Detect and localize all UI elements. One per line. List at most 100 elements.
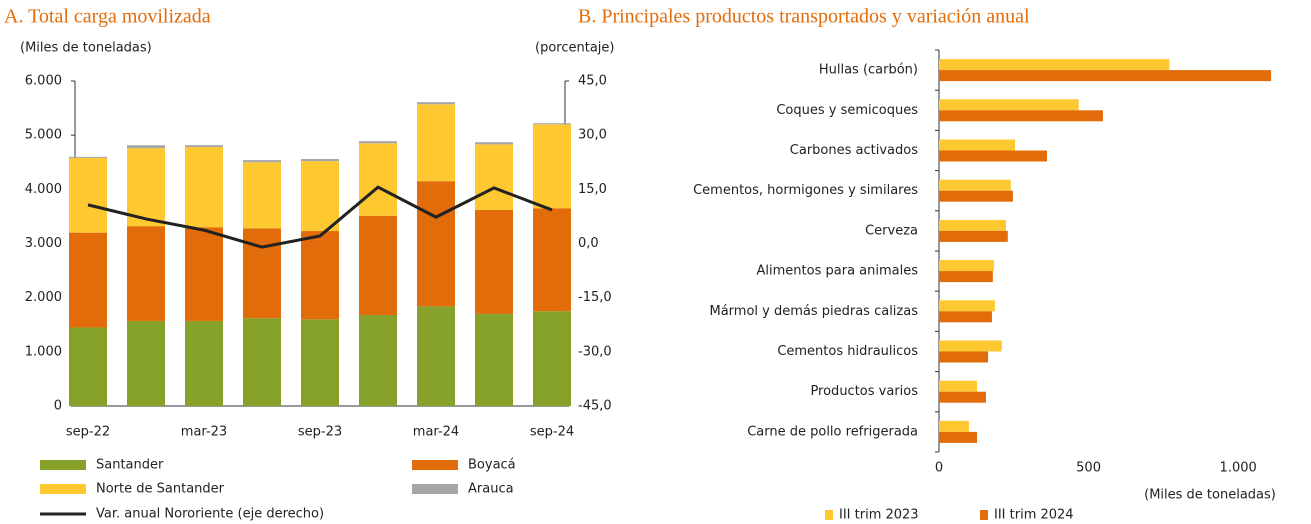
legend-label: III trim 2023: [839, 508, 919, 523]
bar: [939, 420, 969, 432]
y-tick-label: 6.000: [25, 74, 62, 89]
chart-title: B. Principales productos transportados y…: [578, 6, 1030, 28]
x-tick-label: mar-24: [413, 425, 459, 440]
bar: [939, 110, 1103, 122]
bar-segment: [417, 104, 455, 182]
y-tick-label: Cementos hidraulicos: [777, 344, 918, 359]
bar: [939, 179, 1011, 191]
y2-axis-label: (porcentaje): [535, 41, 614, 56]
legend-swatch: [40, 460, 86, 470]
legend-swatch: [40, 484, 86, 494]
x-tick-label: sep-22: [66, 425, 110, 440]
x-axis-label: (Miles de toneladas): [1144, 488, 1276, 503]
bar-segment: [475, 313, 513, 406]
bar-segment: [69, 157, 107, 233]
legend-label: Var. anual Nororiente (eje derecho): [96, 507, 324, 522]
bar-segment: [475, 144, 513, 210]
y-tick-label: Alimentos para animales: [757, 264, 919, 279]
bar-segment: [533, 123, 571, 125]
legend-swatch: [412, 460, 458, 470]
bar: [939, 271, 993, 283]
bar-segment: [359, 215, 397, 315]
bar-segment: [69, 327, 107, 406]
bar-segment: [533, 124, 571, 209]
y2-tick-label: 30,0: [578, 128, 607, 143]
bar-segment: [243, 318, 281, 406]
bar-segment: [475, 209, 513, 314]
bar-segment: [127, 145, 165, 149]
legend-swatch: [412, 484, 458, 494]
legend-label: Norte de Santander: [96, 482, 225, 497]
y-tick-label: 2.000: [25, 290, 62, 305]
bar: [939, 99, 1079, 111]
y2-tick-label: -15,0: [578, 290, 612, 305]
bar-segment: [69, 232, 107, 328]
y-tick-label: 1.000: [25, 344, 62, 359]
y2-tick-label: 15,0: [578, 182, 607, 197]
legend-label: Boyacá: [468, 458, 516, 473]
y-tick-label: Carbones activados: [790, 143, 918, 158]
bar-segment: [243, 162, 281, 229]
bar: [939, 340, 1002, 352]
bar: [939, 260, 995, 272]
line-series: [87, 185, 553, 249]
bar-segment: [301, 231, 339, 320]
x-tick-label: 1.000: [1220, 461, 1257, 476]
y-tick-label: Carne de pollo refrigerada: [747, 424, 918, 439]
bar-segment: [243, 160, 281, 163]
bar-segment: [185, 147, 223, 228]
bar-segment: [185, 227, 223, 321]
y-tick-label: 4.000: [25, 182, 62, 197]
bar: [939, 59, 1170, 71]
y-tick-label: Cerveza: [865, 223, 918, 238]
legend-label: Arauca: [468, 482, 514, 497]
bar: [939, 300, 995, 312]
bar-segment: [69, 156, 107, 158]
bar: [939, 139, 1015, 151]
x-tick-label: sep-24: [530, 425, 574, 440]
y-tick-label: Coques y semicoques: [776, 103, 918, 118]
chart-title: A. Total carga movilizada: [4, 6, 211, 28]
bar-segment: [301, 159, 339, 162]
bar-segment: [533, 208, 571, 312]
bar: [939, 150, 1047, 162]
bar-segment: [359, 315, 397, 406]
bar-segment: [359, 143, 397, 216]
bar-segment: [417, 306, 455, 406]
bar: [939, 431, 977, 443]
y2-tick-label: -45,0: [578, 399, 612, 414]
bar: [939, 351, 989, 363]
y-tick-label: 0: [54, 399, 62, 414]
y-tick-label: 3.000: [25, 236, 62, 251]
y-tick-label: Mármol y demás piedras calizas: [709, 304, 918, 319]
legend-label: Santander: [96, 458, 164, 473]
legend-label: III trim 2024: [994, 508, 1074, 523]
bar-segment: [301, 319, 339, 406]
x-tick-label: sep-23: [298, 425, 342, 440]
y-tick-label: Productos varios: [810, 384, 918, 399]
bar-segment: [359, 141, 397, 144]
y2-tick-label: -30,0: [578, 344, 612, 359]
bar-segment: [127, 148, 165, 227]
bar-segment: [417, 181, 455, 307]
y-axis-label: (Miles de toneladas): [20, 41, 152, 56]
bar-segment: [417, 102, 455, 105]
bar: [939, 311, 992, 323]
bar-segment: [301, 161, 339, 232]
bar-segment: [475, 142, 513, 145]
legend-swatch: [980, 510, 988, 520]
bar: [939, 219, 1007, 231]
y2-tick-label: 45,0: [578, 74, 607, 89]
bar-segment: [185, 145, 223, 148]
bar: [939, 380, 977, 392]
y-tick-label: Hullas (carbón): [819, 63, 918, 78]
bar: [939, 230, 1008, 242]
x-tick-label: mar-23: [181, 425, 227, 440]
bar-segment: [185, 320, 223, 406]
bar-segment: [127, 226, 165, 321]
bar: [939, 391, 986, 403]
x-tick-label: 500: [1076, 461, 1101, 476]
legend-swatch: [825, 510, 833, 520]
y-tick-label: Cementos, hormigones y similares: [693, 183, 918, 198]
